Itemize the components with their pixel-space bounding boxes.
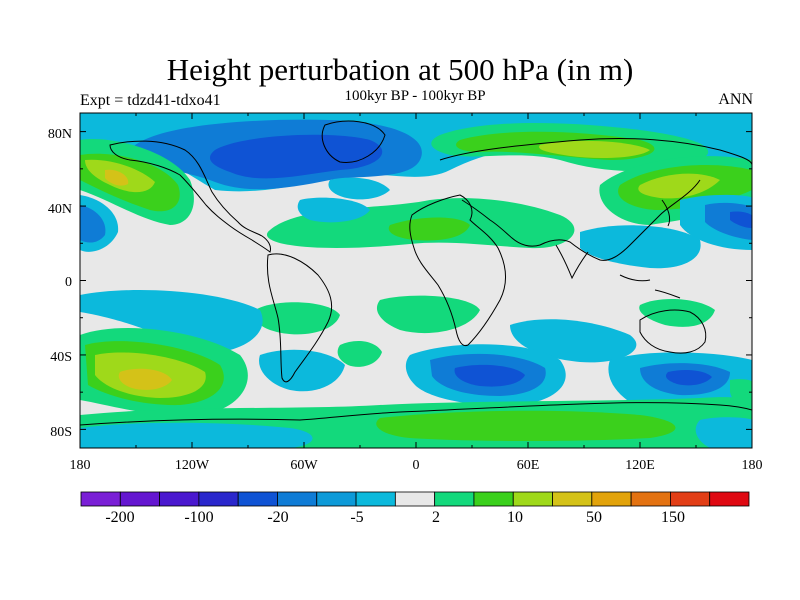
contour-europe-positive-peak [539, 140, 650, 158]
colorbar-swatch [591, 491, 632, 507]
colorbar-label: -100 [184, 509, 213, 526]
contour-south-pacific-big-peak [118, 368, 172, 390]
coastline-antarctica [80, 402, 752, 426]
colorbar-swatch [316, 491, 357, 507]
lon-tick-label: 180 [742, 458, 763, 473]
colorbar-label: -20 [267, 509, 288, 526]
contour-antarctic-east-blue [695, 417, 752, 448]
colorbar-swatch [159, 491, 200, 507]
contour-south-east-pacific-green [337, 340, 382, 367]
colorbar-swatch [394, 491, 436, 507]
coastline-eurasia [439, 137, 752, 261]
colorbar-swatch [237, 491, 278, 507]
colorbar-swatch [709, 491, 750, 507]
lon-tick-label: 60W [290, 458, 318, 473]
contour-antarctic-positive-core [376, 410, 676, 441]
lat-tick-label: 80S [50, 425, 72, 440]
colorbar-swatch [355, 491, 396, 507]
lat-tick-label: 80N [48, 127, 72, 142]
colorbar-label: 50 [586, 509, 602, 526]
colorbar-swatch [473, 491, 514, 507]
colorbar-label: 150 [661, 509, 685, 526]
contour-atlantic-blue-east [328, 177, 390, 200]
colorbar-swatch [277, 491, 318, 507]
lon-tick-label: 120W [175, 458, 210, 473]
lon-tick-label: 180 [70, 458, 91, 473]
colorbar-swatch [434, 491, 475, 507]
colorbar-swatch [198, 491, 239, 507]
coastline-south-america [266, 253, 333, 383]
colorbar-label: 10 [507, 509, 523, 526]
contour-field [80, 113, 752, 448]
colorbar-labels: -200 -100 -20 -5 2 10 50 150 [105, 509, 685, 526]
lat-tick-label: 40S [50, 350, 72, 365]
contour-south-atlantic-low-peak [454, 364, 525, 387]
colorbar-swatch [552, 491, 593, 507]
colorbar-swatch [512, 491, 553, 507]
contour-antarctic-east-green [730, 379, 752, 412]
colorbar-swatch [670, 491, 711, 507]
contour-australia-green [639, 298, 715, 327]
contour-north-pacific-peak-yellow [105, 169, 129, 186]
lon-tick-label: 0 [413, 458, 420, 473]
colorbar-label: 2 [432, 509, 440, 526]
lon-tick-labels: 180 120W 60W 0 60E 120E 180 [70, 458, 763, 473]
contour-north-america-core [210, 134, 383, 179]
lat-tick-label: 40N [48, 202, 72, 217]
coastline-indonesia [619, 274, 681, 299]
lat-tick-label: 0 [65, 275, 72, 290]
colorbar-swatch [630, 491, 671, 507]
lat-tick-labels: 80N 40N 0 40S 80S [48, 127, 72, 440]
coastline-greenland [321, 120, 386, 163]
contour-indian-blue [510, 319, 637, 363]
plot-subtitle: 100kyr BP - 100kyr BP [344, 88, 486, 104]
coastline-japan [661, 199, 671, 227]
coastline-north-america [109, 140, 271, 253]
contour-south-pacific-positive [253, 302, 340, 335]
coastlines [80, 120, 752, 426]
contour-antarctic-west-blue [80, 422, 313, 448]
contour-south-pacific-west-blue [80, 290, 263, 352]
contour-atlantic-blue-west [297, 197, 370, 223]
contour-west-pacific-low-core [80, 205, 106, 243]
colorbar-label: -200 [105, 509, 134, 526]
contour-east-pacific-low-peak [730, 211, 752, 228]
experiment-label: Expt = tdzd41-tdxo41 [80, 92, 221, 109]
coastline-australia [639, 309, 707, 354]
contour-asia-south-blue [580, 225, 701, 269]
contour-south-indian-low-peak [666, 369, 712, 386]
lon-tick-label: 120E [625, 458, 655, 473]
colorbar-swatch [80, 491, 121, 507]
contour-atlantic-north-core [388, 217, 470, 241]
lon-tick-label: 60E [517, 458, 540, 473]
colorbar-swatch [119, 491, 160, 507]
colorbar [80, 491, 750, 507]
colorbar-label: -5 [350, 509, 363, 526]
season-label: ANN [718, 91, 753, 108]
axis-ticks [79, 113, 753, 448]
coastline-india [555, 244, 589, 280]
plot-title: Height perturbation at 500 hPa (in m) [166, 52, 634, 87]
